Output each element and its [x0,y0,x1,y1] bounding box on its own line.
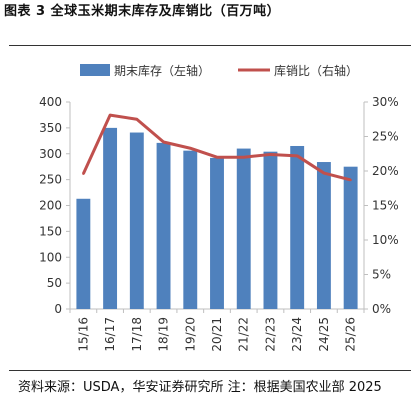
right-tick-label: 15% [372,199,399,213]
line-point [215,156,219,159]
line-point [242,156,245,159]
right-tick-label: 20% [372,164,399,178]
x-tick-label: 21/22 [237,317,251,352]
bottom-divider [9,370,411,371]
line-point [82,172,85,175]
x-tick-label: 25/26 [344,317,358,352]
bar [103,127,118,309]
bar [210,157,224,309]
source-note: 资料来源：USDA，华安证券研究所 注：根据美国农业部 2025 [18,380,382,395]
x-tick-label: 19/20 [183,317,197,352]
bar [76,198,91,309]
x-tick-label: 16/17 [103,317,117,352]
left-tick-label: 300 [39,147,62,161]
line-point [108,113,112,117]
bar [290,145,305,309]
legend: 期末库存（左轴） 库销比（右轴） [80,63,358,78]
right-tick-label: 10% [372,233,399,247]
bar [343,166,358,309]
x-tick-label: 22/23 [263,317,277,352]
chart: 期末库存（左轴） 库销比（右轴） 0 50 100 150 200 250 300 350 40… [39,63,399,352]
left-tick-label: 0 [54,302,62,316]
x-tick-label: 17/18 [130,317,144,352]
left-tick-label: 250 [39,173,62,187]
top-divider [9,45,411,46]
x-tick-label: 24/25 [317,317,331,352]
chart-title: 图表 3 全球玉米期末库存及库销比（百万吨） [4,4,281,19]
line-point [295,154,299,158]
bar [263,151,278,309]
x-tick-label: 20/21 [210,317,224,352]
left-tick-label: 200 [39,199,62,213]
x-tick-label: 15/16 [76,317,90,352]
line-point [135,118,139,121]
x-tick-label: 23/24 [290,317,304,352]
line-point [322,171,326,175]
x-tick-label: 18/19 [157,317,171,352]
left-tick-label: 100 [39,250,62,264]
bar [183,150,198,309]
line-point [162,140,165,144]
right-tick-label: 5% [372,268,391,282]
line-point [189,147,192,150]
left-tick-label: 400 [39,95,62,109]
right-tick-label: 0% [372,302,391,316]
legend-line-label: 库销比（右轴） [274,63,358,78]
left-tick-label: 150 [39,224,62,238]
bar [129,132,144,309]
left-tick-label: 350 [39,121,62,135]
left-tick-label: 50 [47,276,62,290]
right-tick-label: 25% [372,130,399,144]
bar [316,162,331,309]
bar [236,148,251,309]
line-point [269,153,272,156]
bar [156,142,171,309]
legend-bar-swatch [80,64,110,76]
line-point [349,178,352,182]
right-tick-label: 30% [372,95,399,109]
legend-bar-label: 期末库存（左轴） [114,63,210,78]
